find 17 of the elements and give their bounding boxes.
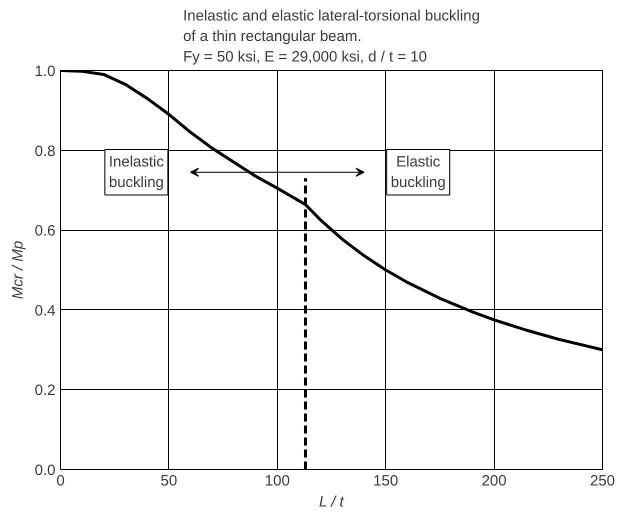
x-tick-label: 150 [373,472,398,490]
y-tick-label: 0.0 [34,462,56,479]
annotation: Inelastic buckling [108,154,164,191]
y-tick-label: 0.6 [34,222,56,240]
x-tick-label: 100 [264,472,290,490]
y-tick-label: 0.8 [34,142,56,160]
chart-title: Inelastic and elastic lateral-torsional buckling of a thin rectangular beam. Fy = 50 ksi, E = 29,000 ksi, d / t = 10 [183,8,480,66]
y-axis-title: Mcr / Mp [10,240,27,300]
y-tick-label: 1.0 [34,63,56,80]
annotation: Elastic buckling [390,154,446,191]
x-axis-title: L / t [318,494,345,510]
x-tick-label: 50 [160,472,178,490]
y-tick-label: 0.2 [34,382,56,400]
x-tick-label: 200 [482,472,507,490]
x-tick-label: 250 [590,472,616,490]
y-tick-label: 0.4 [34,302,56,320]
x-tick-label: 0 [56,472,65,490]
